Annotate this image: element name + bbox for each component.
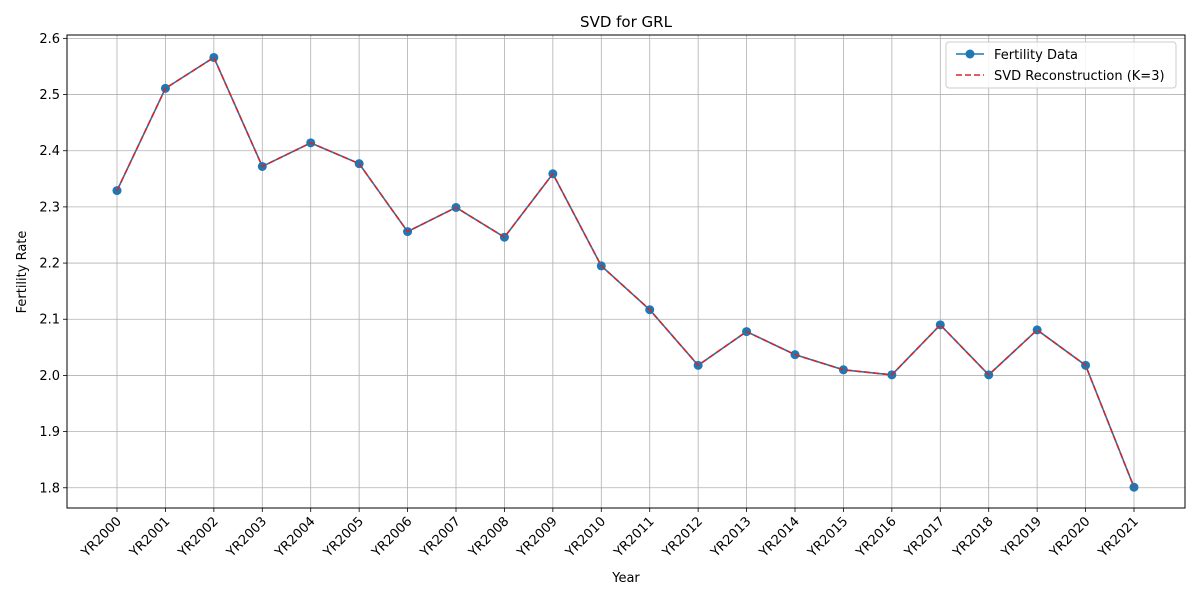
series-line-fertility-data <box>116 56 1135 488</box>
x-tick-label: YR2021 <box>1095 514 1142 561</box>
y-axis-ticks: 1.8 1.9 2.0 2.1 2.2 2.3 2.4 2.5 2.6 <box>39 32 67 496</box>
y-tick-label: 1.9 <box>39 425 60 440</box>
y-tick-label: 2.3 <box>39 200 60 215</box>
x-tick-label: YR2017 <box>901 514 948 561</box>
data-point-fertility-data <box>209 52 219 62</box>
y-tick-label: 2.6 <box>39 32 60 47</box>
y-tick-label: 2.0 <box>39 369 60 384</box>
legend-marker-fertility-data <box>965 49 975 59</box>
y-tick-label: 2.4 <box>39 144 60 159</box>
grid <box>67 35 1185 508</box>
plot-series <box>112 52 1139 492</box>
series-line-svd-reconstruction <box>116 56 1135 488</box>
plot-frame <box>66 34 1186 509</box>
x-tick-label: YR2004 <box>272 514 319 561</box>
x-axis-title: Year <box>611 571 640 586</box>
data-point-fertility-data <box>838 365 848 375</box>
legend: Fertility Data SVD Reconstruction (K=3) <box>945 41 1177 89</box>
x-tick-label: YR2018 <box>950 514 997 561</box>
x-tick-label: YR2009 <box>514 514 561 561</box>
y-axis-title: Fertility Rate <box>15 231 30 314</box>
legend-label-svd-reconstruction: SVD Reconstruction (K=3) <box>994 69 1165 84</box>
x-tick-label: YR2007 <box>417 514 464 561</box>
x-tick-label: YR2013 <box>708 514 755 561</box>
x-tick-label: YR2014 <box>756 514 803 561</box>
x-tick-label: YR2000 <box>78 514 125 561</box>
x-tick-label: YR2010 <box>562 514 609 561</box>
x-tick-label: YR2015 <box>805 514 852 561</box>
y-tick-label: 2.2 <box>39 257 60 272</box>
x-tick-label: YR2016 <box>853 514 900 561</box>
legend-box <box>945 41 1177 89</box>
x-tick-label: YR2011 <box>611 514 658 561</box>
y-tick-label: 2.1 <box>39 313 60 328</box>
chart-title: SVD for GRL <box>580 13 673 31</box>
x-tick-label: YR2012 <box>659 514 706 561</box>
legend-label-fertility-data: Fertility Data <box>994 48 1078 63</box>
x-tick-label: YR2020 <box>1047 514 1094 561</box>
x-tick-label: YR2008 <box>466 514 513 561</box>
y-tick-label: 2.5 <box>39 88 60 103</box>
x-tick-label: YR2005 <box>320 514 367 561</box>
x-tick-label: YR2002 <box>175 514 222 561</box>
x-tick-label: YR2006 <box>369 514 416 561</box>
y-tick-label: 1.8 <box>39 481 60 496</box>
x-tick-label: YR2019 <box>998 514 1045 561</box>
x-axis-ticks: YR2000 YR2001 YR2002 YR2003 YR2004 YR2005 YR20… <box>78 508 1142 561</box>
x-tick-label: YR2001 <box>127 514 174 561</box>
x-tick-label: YR2003 <box>223 514 270 561</box>
